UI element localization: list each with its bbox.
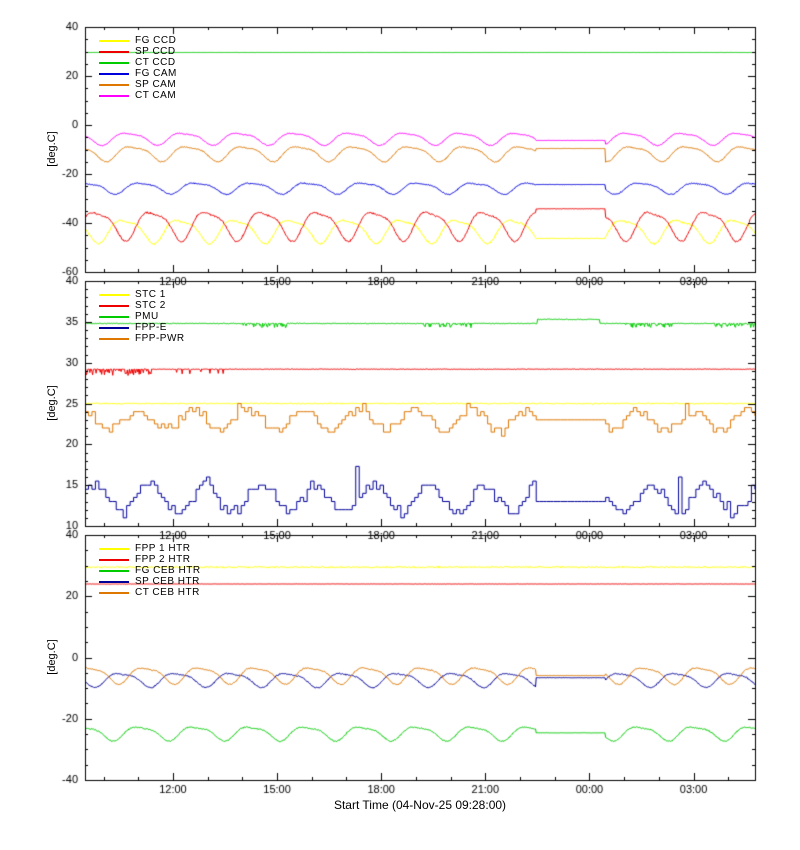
- legend-swatch: [99, 315, 129, 318]
- legend-label: FPP-E: [135, 322, 167, 333]
- y-axis-label-panel3: [deg.C]: [46, 639, 58, 675]
- legend-label: STC 1: [135, 289, 166, 300]
- legend-label: SP CCD: [135, 46, 176, 57]
- legend-label: CT CAM: [135, 90, 177, 101]
- legend-label: CT CCD: [135, 57, 176, 68]
- legend-item: STC 2: [99, 300, 185, 311]
- legend-swatch: [99, 61, 129, 64]
- legend-item: SP CEB HTR: [99, 576, 201, 587]
- legend-swatch: [99, 293, 129, 296]
- legend-swatch: [99, 337, 129, 340]
- legend-item: SP CAM: [99, 79, 177, 90]
- legend-swatch: [99, 580, 129, 583]
- legend-item: CT CAM: [99, 90, 177, 101]
- legend-item: STC 1: [99, 289, 185, 300]
- legend-item: CT CEB HTR: [99, 587, 201, 598]
- legend-item: PMU: [99, 311, 185, 322]
- legend-swatch: [99, 569, 129, 572]
- legend-item: FPP 2 HTR: [99, 554, 201, 565]
- legend-item: FG CEB HTR: [99, 565, 201, 576]
- legend-swatch: [99, 304, 129, 307]
- legend-label: STC 2: [135, 300, 166, 311]
- legend-panel2: STC 1 STC 2 PMU FPP-E FPP-PWR: [99, 289, 185, 344]
- legend-swatch: [99, 83, 129, 86]
- legend-item: FG CAM: [99, 68, 177, 79]
- y-axis-label-panel2: [deg.C]: [46, 385, 58, 421]
- legend-swatch: [99, 547, 129, 550]
- legend-swatch: [99, 94, 129, 97]
- legend-label: FPP 2 HTR: [135, 554, 191, 565]
- legend-item: FPP 1 HTR: [99, 543, 201, 554]
- legend-label: SP CAM: [135, 79, 177, 90]
- legend-label: PMU: [135, 311, 159, 322]
- legend-swatch: [99, 50, 129, 53]
- x-axis-title: Start Time (04-Nov-25 09:28:00): [333, 798, 507, 812]
- legend-swatch: [99, 558, 129, 561]
- legend-label: SP CEB HTR: [135, 576, 200, 587]
- legend-item: FPP-PWR: [99, 333, 185, 344]
- legend-panel3: FPP 1 HTR FPP 2 HTR FG CEB HTR SP CEB HTR CT…: [99, 543, 201, 598]
- legend-label: FG CEB HTR: [135, 565, 201, 576]
- legend-swatch: [99, 39, 129, 42]
- y-axis-label-panel1: [deg.C]: [46, 131, 58, 167]
- legend-item: SP CCD: [99, 46, 177, 57]
- legend-swatch: [99, 72, 129, 75]
- legend-label: FPP 1 HTR: [135, 543, 191, 554]
- legend-label: FG CCD: [135, 35, 177, 46]
- legend-label: FPP-PWR: [135, 333, 185, 344]
- legend-swatch: [99, 326, 129, 329]
- legend-item: FG CCD: [99, 35, 177, 46]
- legend-swatch: [99, 591, 129, 594]
- legend-item: CT CCD: [99, 57, 177, 68]
- legend-label: FG CAM: [135, 68, 177, 79]
- legend-panel1: FG CCD SP CCD CT CCD FG CAM SP CAM CT CAM: [99, 35, 177, 101]
- legend-item: FPP-E: [99, 322, 185, 333]
- legend-label: CT CEB HTR: [135, 587, 200, 598]
